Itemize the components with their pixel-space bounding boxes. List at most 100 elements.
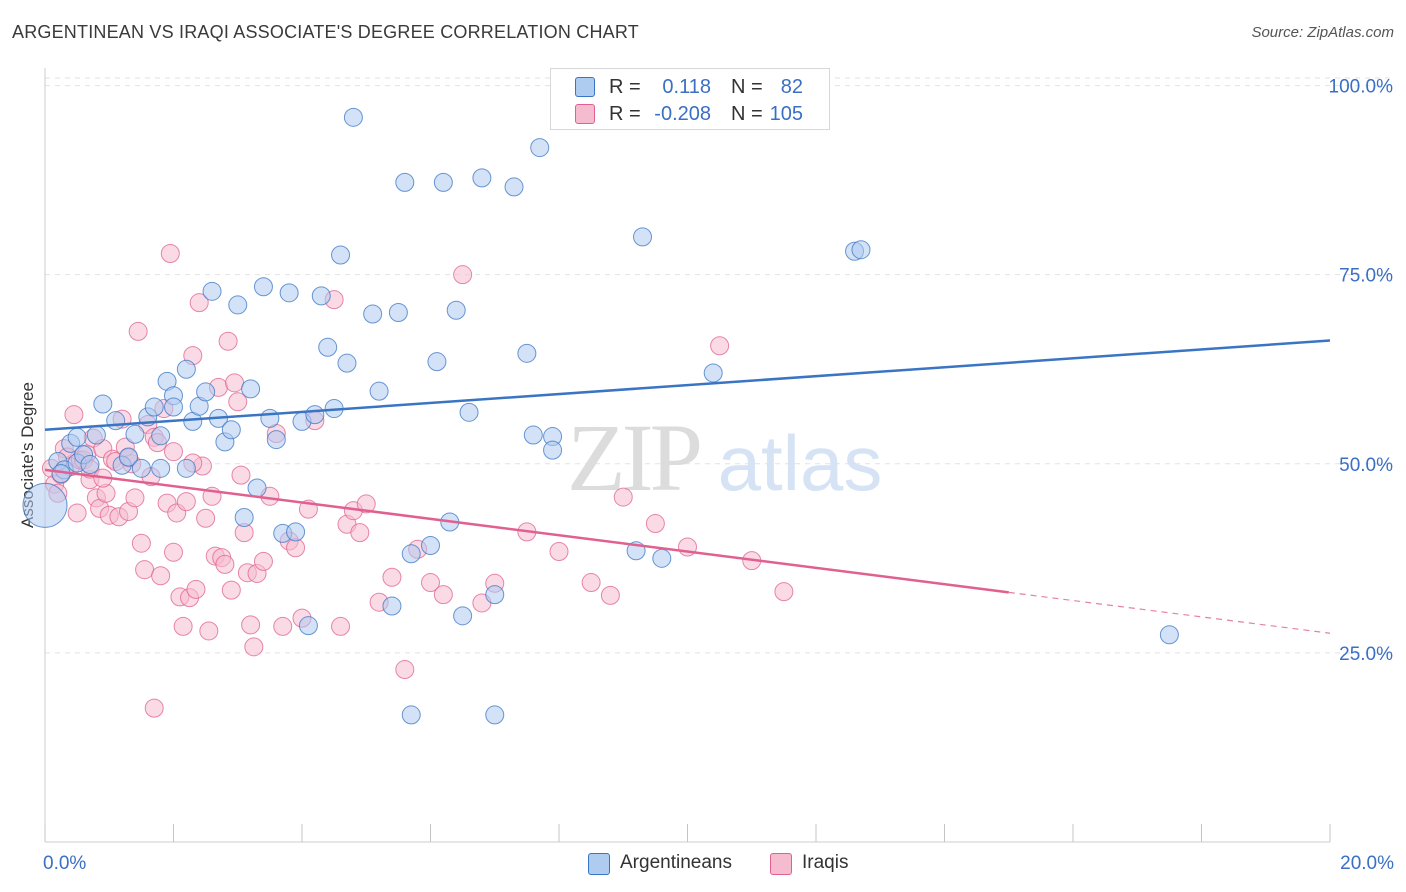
legend-n-label: N = bbox=[731, 103, 763, 125]
data-point bbox=[221, 580, 241, 600]
legend-row-argentineans: R = 0.118 N = 82 bbox=[551, 73, 829, 101]
y-tick-label: 75.0% bbox=[1339, 266, 1393, 287]
data-point bbox=[67, 503, 87, 523]
data-point bbox=[247, 478, 267, 498]
data-point bbox=[337, 353, 357, 373]
x-tick-label-min: 0.0% bbox=[43, 853, 86, 874]
data-point bbox=[80, 455, 100, 475]
tick-labels: 25.0% 50.0% 75.0% 100.0% 0.0% 20.0% bbox=[43, 77, 1394, 874]
trend-line-argentineans bbox=[44, 339, 1331, 431]
data-point bbox=[64, 405, 84, 425]
data-point bbox=[645, 514, 665, 534]
legend-r-value: 0.118 bbox=[662, 76, 711, 98]
data-point bbox=[164, 542, 183, 562]
data-point bbox=[433, 172, 453, 192]
legend-n-value: 105 bbox=[769, 103, 803, 125]
legend-r-label: R = bbox=[609, 76, 641, 98]
data-point bbox=[517, 343, 537, 363]
data-point bbox=[356, 494, 376, 514]
data-point bbox=[144, 397, 164, 417]
data-point bbox=[189, 293, 209, 313]
legend-swatch-pink bbox=[575, 104, 595, 124]
data-point bbox=[186, 579, 206, 599]
data-point bbox=[144, 698, 164, 718]
data-point bbox=[93, 394, 113, 414]
data-point bbox=[382, 596, 402, 616]
series-argentineans bbox=[22, 76, 1179, 725]
data-point bbox=[453, 265, 473, 285]
data-point bbox=[273, 616, 293, 636]
data-point bbox=[228, 295, 248, 315]
data-point bbox=[160, 243, 180, 263]
data-point bbox=[543, 440, 563, 460]
data-point bbox=[331, 245, 351, 265]
data-point bbox=[225, 373, 245, 393]
data-point bbox=[125, 424, 145, 444]
data-point bbox=[151, 458, 171, 478]
data-point bbox=[523, 425, 543, 445]
trend-line-iraqis-extension bbox=[1008, 591, 1331, 634]
watermark-atlas: atlas bbox=[718, 419, 883, 507]
data-point bbox=[234, 507, 254, 527]
legend-label-argentineans: Argentineans bbox=[620, 852, 732, 873]
data-point bbox=[106, 411, 126, 431]
trend-lines bbox=[44, 339, 1331, 634]
data-point bbox=[504, 177, 524, 197]
series-iraqis bbox=[41, 243, 794, 718]
data-point bbox=[128, 321, 148, 341]
chart-title: ARGENTINEAN VS IRAQI ASSOCIATE'S DEGREE … bbox=[12, 22, 639, 42]
watermark: ZIP atlas bbox=[567, 404, 882, 511]
data-point bbox=[86, 425, 106, 445]
data-point bbox=[774, 582, 794, 602]
data-point bbox=[1159, 625, 1179, 645]
data-point bbox=[202, 281, 222, 301]
data-point bbox=[331, 616, 351, 636]
watermark-zip: ZIP bbox=[567, 404, 700, 511]
data-point bbox=[125, 488, 145, 508]
data-point bbox=[286, 538, 306, 558]
data-point bbox=[176, 492, 196, 512]
data-point bbox=[241, 379, 261, 399]
data-point bbox=[851, 240, 871, 260]
data-point bbox=[710, 336, 730, 356]
data-point bbox=[253, 551, 273, 571]
data-point bbox=[279, 283, 299, 303]
data-point bbox=[472, 168, 492, 188]
data-point bbox=[485, 705, 505, 725]
legend-n-label: N = bbox=[731, 76, 763, 98]
x-tick-label-max: 20.0% bbox=[1340, 853, 1394, 874]
legend-r-value: -0.208 bbox=[654, 103, 711, 125]
data-point bbox=[530, 138, 550, 158]
data-point bbox=[176, 359, 196, 379]
data-point bbox=[485, 585, 505, 605]
data-point bbox=[119, 447, 139, 467]
data-point bbox=[215, 554, 235, 574]
data-point bbox=[218, 331, 238, 351]
data-point bbox=[433, 585, 453, 605]
legend-swatch-blue bbox=[575, 77, 595, 97]
data-point bbox=[228, 392, 248, 412]
data-point bbox=[311, 286, 331, 306]
data-point bbox=[176, 458, 196, 478]
data-point bbox=[164, 442, 183, 462]
data-point bbox=[401, 544, 421, 564]
data-point bbox=[401, 705, 421, 725]
data-point bbox=[421, 535, 440, 555]
legend-swatch-iraqis bbox=[770, 853, 792, 875]
data-point bbox=[305, 405, 325, 425]
data-point bbox=[446, 300, 466, 320]
data-point bbox=[369, 381, 389, 401]
legend-swatch-argentineans bbox=[588, 853, 610, 875]
data-point bbox=[199, 621, 219, 641]
data-point bbox=[231, 465, 251, 485]
data-point bbox=[703, 363, 723, 383]
data-point bbox=[652, 548, 672, 568]
data-point bbox=[151, 566, 171, 586]
data-point bbox=[67, 427, 87, 447]
legend-label-iraqis: Iraqis bbox=[802, 852, 849, 873]
legend-n-value: 82 bbox=[780, 76, 803, 98]
data-point bbox=[343, 107, 363, 127]
data-point bbox=[151, 426, 171, 446]
y-tick-label: 50.0% bbox=[1339, 455, 1393, 476]
data-point bbox=[363, 304, 383, 324]
